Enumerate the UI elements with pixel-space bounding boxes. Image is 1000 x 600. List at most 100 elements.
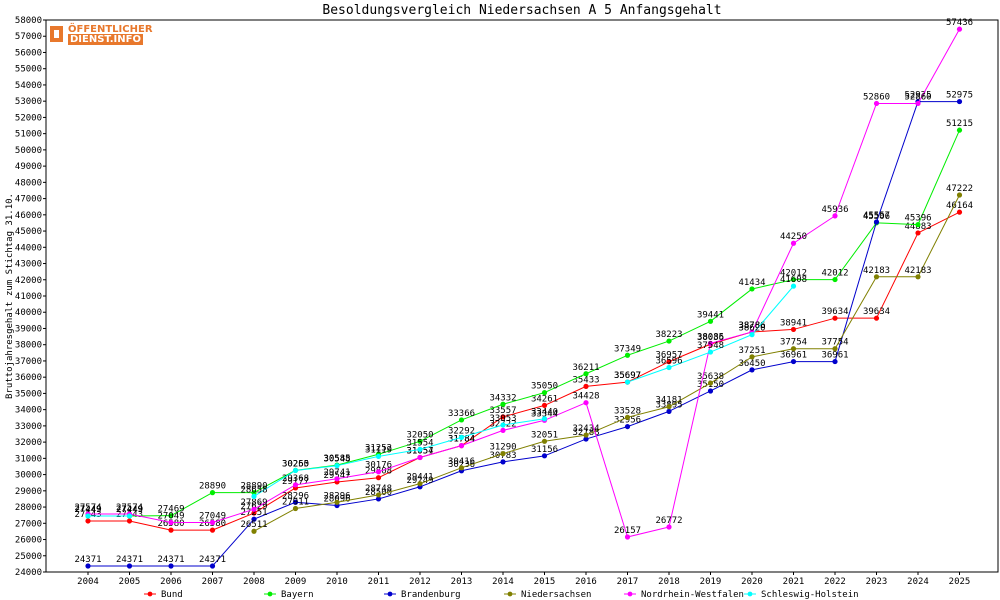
data-point xyxy=(790,240,797,246)
series-line-segment xyxy=(585,402,628,538)
data-point xyxy=(500,451,506,457)
series-line-segment xyxy=(668,343,711,528)
data-label: 36961 xyxy=(780,351,807,361)
x-tick-label: 2007 xyxy=(202,577,224,587)
data-point xyxy=(292,482,299,488)
x-tick-label: 2014 xyxy=(492,577,514,587)
series-layer: 2714327143265802658027629291772954729808… xyxy=(74,18,973,569)
y-tick-label: 25000 xyxy=(15,552,42,562)
data-point xyxy=(168,513,174,519)
data-label: 51215 xyxy=(946,119,973,129)
series-line-segment xyxy=(502,418,545,426)
series-line-segment xyxy=(295,465,338,471)
data-label: 27449 xyxy=(116,505,143,515)
data-point xyxy=(624,352,631,358)
series-line-segment xyxy=(668,343,711,363)
site-logo: ÖFFENTLICHER DIENST.INFO xyxy=(48,24,160,46)
series-line-segment xyxy=(751,279,794,290)
data-point xyxy=(832,213,838,219)
data-point xyxy=(915,230,921,236)
series-line-segment xyxy=(627,367,670,383)
y-tick-label: 27000 xyxy=(15,519,42,529)
series-line-segment xyxy=(585,354,628,375)
series-line-segment xyxy=(668,382,711,408)
data-label: 31156 xyxy=(531,445,558,455)
data-point xyxy=(334,476,340,482)
data-label: 24371 xyxy=(116,555,143,565)
data-point xyxy=(541,390,548,396)
data-point xyxy=(541,402,548,409)
x-tick-label: 2022 xyxy=(824,577,846,587)
x-tick-label: 2023 xyxy=(866,577,888,587)
series-line-segment xyxy=(212,512,255,531)
series-line-segment xyxy=(336,455,379,467)
data-point xyxy=(832,276,838,283)
data-label: 28296 xyxy=(323,491,350,501)
y-tick-label: 42000 xyxy=(15,276,42,286)
data-label: 28096 xyxy=(323,495,350,505)
series-line-segment xyxy=(710,356,753,384)
data-point xyxy=(168,563,174,569)
data-point xyxy=(956,209,963,215)
data-label: 30176 xyxy=(365,461,392,471)
legend-swatch-marker xyxy=(747,591,753,597)
data-label: 36211 xyxy=(572,363,599,373)
series-line-segment xyxy=(502,455,545,463)
data-label: 32050 xyxy=(406,430,433,440)
data-point xyxy=(666,404,672,410)
data-point xyxy=(624,534,631,540)
series-niedersachsen: 2651127911282962874829441304163129032051… xyxy=(240,184,973,534)
data-point xyxy=(375,475,382,481)
series-line-segment xyxy=(834,103,877,217)
series-line-segment xyxy=(295,478,338,486)
data-point xyxy=(749,332,755,338)
series-line-segment xyxy=(585,426,628,440)
x-tick-label: 2019 xyxy=(700,577,722,587)
data-label: 42183 xyxy=(904,266,931,276)
series-line-segment xyxy=(627,406,670,418)
data-label: 35697 xyxy=(614,371,641,381)
data-label: 47222 xyxy=(946,184,973,194)
data-label: 38223 xyxy=(655,330,682,340)
series-line-segment xyxy=(544,373,587,394)
series-line-segment xyxy=(419,419,462,442)
y-tick-label: 28000 xyxy=(15,503,42,513)
data-point xyxy=(417,454,423,461)
data-label: 38941 xyxy=(780,318,807,328)
y-tick-label: 58000 xyxy=(15,16,42,26)
data-point xyxy=(375,492,382,498)
data-label: 36450 xyxy=(738,359,765,369)
x-tick-label: 2021 xyxy=(783,577,805,587)
data-label: 30260 xyxy=(282,459,309,469)
y-axis-label: Bruttojahresgehalt zum Stichtag 31.10. xyxy=(5,193,15,399)
data-point xyxy=(707,388,714,394)
data-label: 33440 xyxy=(531,408,558,418)
data-point xyxy=(209,563,216,569)
data-label: 37754 xyxy=(780,338,807,348)
data-label: 42012 xyxy=(780,269,807,279)
data-point xyxy=(126,563,133,569)
data-point xyxy=(873,274,880,280)
y-tick-label: 56000 xyxy=(15,48,42,58)
data-label: 30416 xyxy=(448,457,475,467)
data-point xyxy=(292,467,299,474)
data-label: 41434 xyxy=(738,278,765,288)
data-label: 42183 xyxy=(863,266,890,276)
data-point xyxy=(292,505,299,512)
data-point xyxy=(85,563,91,569)
x-tick-label: 2024 xyxy=(907,577,929,587)
series-line-segment xyxy=(876,222,919,226)
legend-swatch-marker xyxy=(627,591,633,597)
series-line-segment xyxy=(253,501,296,520)
data-point xyxy=(583,436,589,442)
data-label: 42012 xyxy=(821,269,848,279)
series-line-segment xyxy=(710,369,753,392)
y-tick-label: 49000 xyxy=(15,162,42,172)
series-line-segment xyxy=(253,469,296,494)
series-line-segment xyxy=(502,404,545,418)
data-label: 35433 xyxy=(572,375,599,385)
data-point xyxy=(85,518,91,524)
y-tick-label: 33000 xyxy=(15,422,42,432)
y-tick-label: 53000 xyxy=(15,97,42,107)
data-label: 33528 xyxy=(614,406,641,416)
